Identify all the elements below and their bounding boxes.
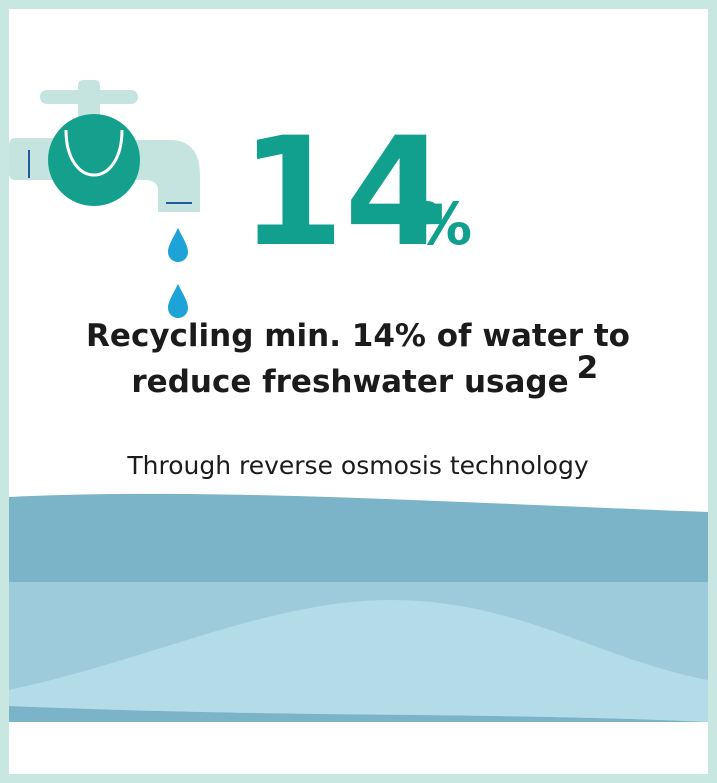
faucet-icon [9, 80, 200, 318]
water [9, 493, 708, 722]
headline-line: Recycling min. 14% of water to [86, 318, 630, 354]
subtitle: Through reverse osmosis technology [126, 451, 588, 480]
footnote-marker: 2 [577, 350, 599, 386]
wave-front [9, 600, 708, 722]
headline-line: reduce freshwater usage [131, 364, 568, 400]
stat-unit: % [414, 190, 472, 258]
stat-value: 14 [240, 106, 449, 280]
